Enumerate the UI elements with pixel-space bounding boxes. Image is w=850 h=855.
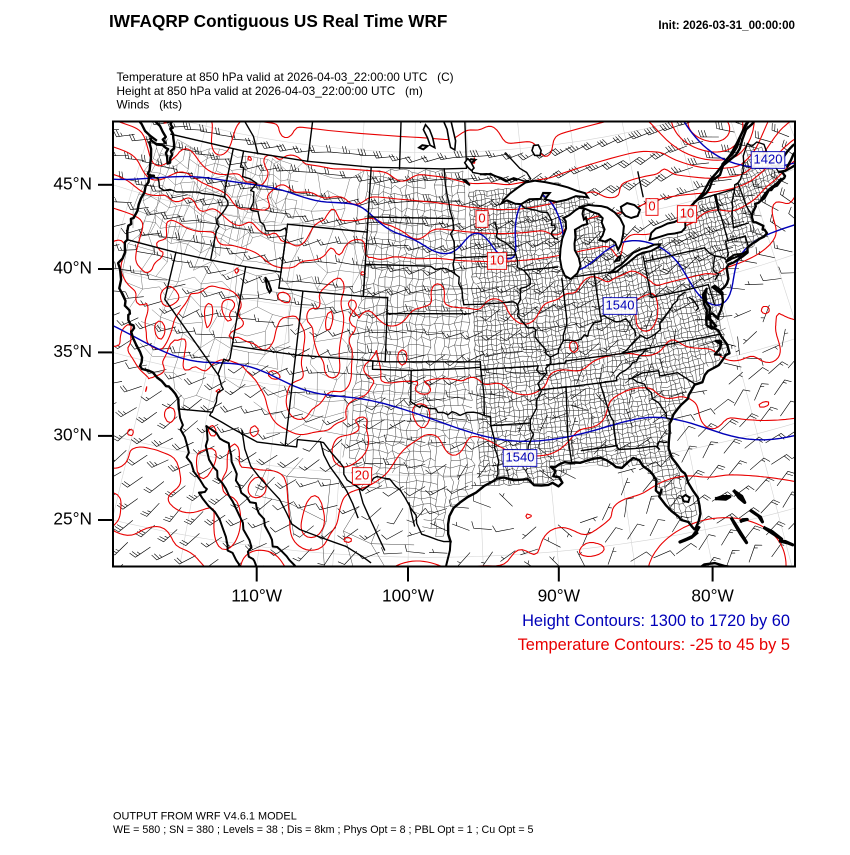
svg-text:30°N: 30°N bbox=[53, 424, 92, 444]
svg-text:10: 10 bbox=[490, 252, 504, 267]
svg-text:100°W: 100°W bbox=[382, 586, 435, 606]
svg-text:25°N: 25°N bbox=[53, 509, 92, 529]
svg-text:0: 0 bbox=[648, 198, 655, 213]
svg-text:1540: 1540 bbox=[506, 449, 535, 464]
svg-text:90°W: 90°W bbox=[538, 586, 581, 606]
svg-text:20: 20 bbox=[355, 467, 369, 482]
svg-text:Height Contours: 1300 to 1720: Height Contours: 1300 to 1720 by 60 bbox=[522, 612, 790, 630]
svg-text:IWFAQRP Contiguous US Real Tim: IWFAQRP Contiguous US Real Time WRF bbox=[109, 11, 447, 31]
svg-text:1420: 1420 bbox=[754, 151, 783, 166]
svg-text:Height at 850 hPa valid at 202: Height at 850 hPa valid at 2026-04-03_22… bbox=[117, 84, 423, 98]
svg-text:WE = 580 ; SN = 380 ; Levels =: WE = 580 ; SN = 380 ; Levels = 38 ; Dis … bbox=[113, 824, 534, 836]
svg-text:45°N: 45°N bbox=[53, 173, 92, 193]
svg-text:Winds (kts): Winds (kts) bbox=[117, 98, 183, 112]
svg-text:Temperature at 850 hPa valid a: Temperature at 850 hPa valid at 2026-04-… bbox=[117, 70, 454, 84]
svg-text:0: 0 bbox=[478, 210, 485, 225]
svg-text:1540: 1540 bbox=[606, 297, 635, 312]
svg-text:110°W: 110°W bbox=[231, 586, 282, 606]
svg-text:Temperature Contours: -25 to 4: Temperature Contours: -25 to 45 by 5 bbox=[518, 636, 790, 654]
svg-text:40°N: 40°N bbox=[53, 257, 92, 277]
svg-text:OUTPUT FROM WRF V4.6.1 MODEL: OUTPUT FROM WRF V4.6.1 MODEL bbox=[113, 810, 297, 822]
svg-text:10: 10 bbox=[680, 205, 694, 220]
svg-text:35°N: 35°N bbox=[53, 341, 92, 361]
svg-text:Init: 2026-03-31_00:00:00: Init: 2026-03-31_00:00:00 bbox=[658, 19, 795, 32]
svg-text:80°W: 80°W bbox=[691, 586, 734, 606]
